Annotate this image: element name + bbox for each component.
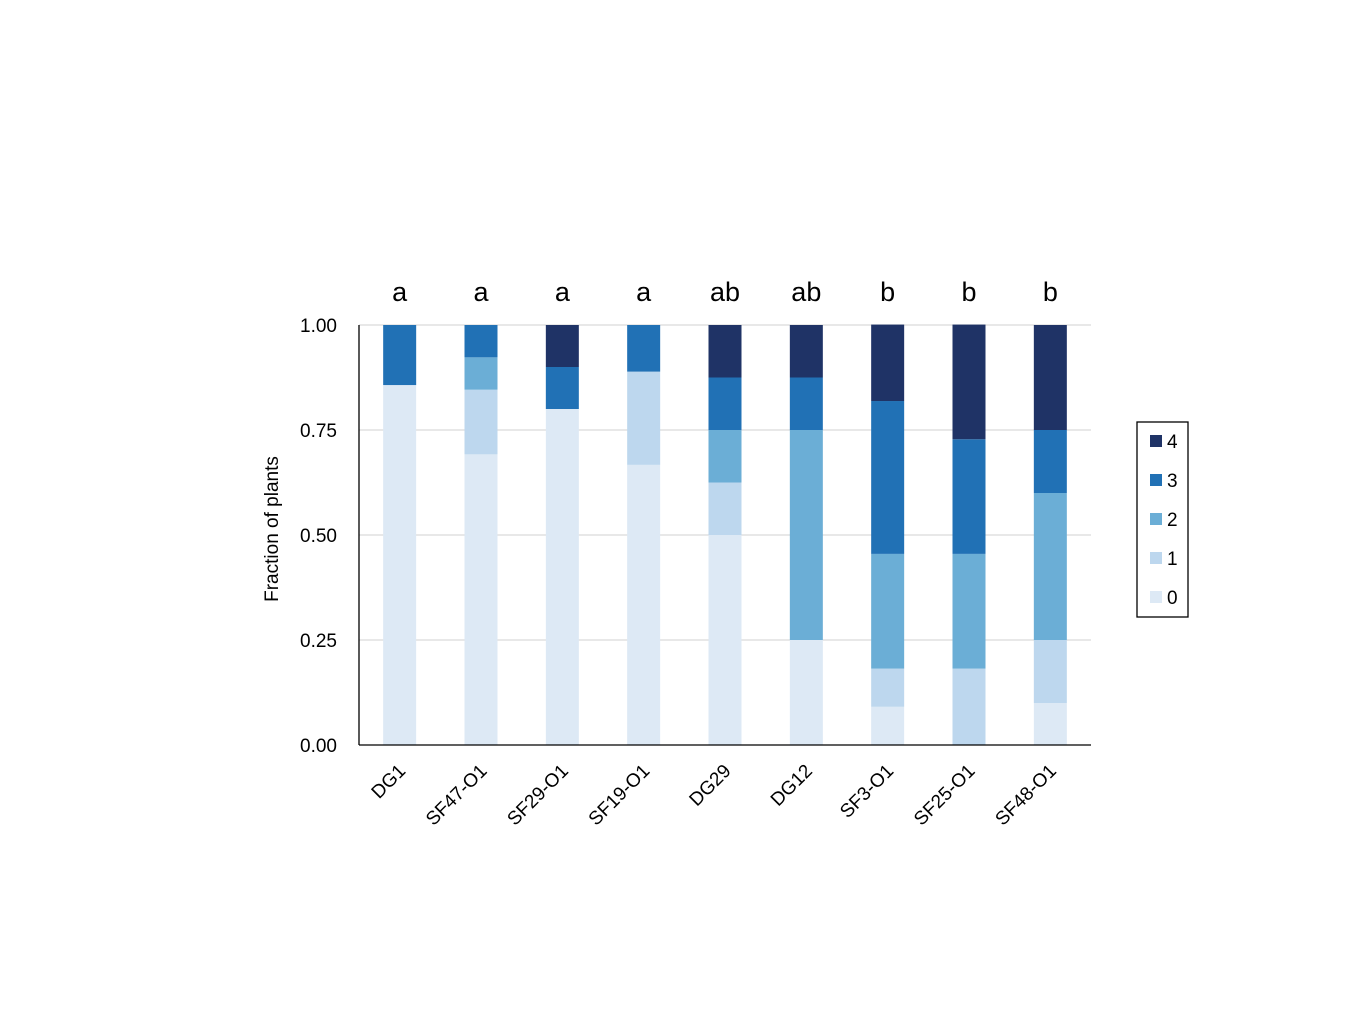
legend-label: 3 xyxy=(1167,471,1178,492)
bar-segment-4 xyxy=(1033,325,1067,430)
x-tick-label: SF25-O1 xyxy=(910,761,979,830)
bar-segment-0 xyxy=(708,535,742,745)
bar-segment-1 xyxy=(627,371,661,465)
bar-segment-1 xyxy=(871,668,905,707)
bar-segment-3 xyxy=(789,377,823,430)
bars xyxy=(383,324,1067,745)
x-tick-label: SF47-O1 xyxy=(422,761,491,830)
bar-segment-3 xyxy=(627,325,661,372)
significance-letters: a a a a ab ab b b b xyxy=(392,277,1058,307)
bar-segment-3 xyxy=(1033,430,1067,493)
bar-segment-3 xyxy=(952,439,986,554)
bar-segment-0 xyxy=(627,464,661,745)
bar-segment-2 xyxy=(952,553,986,669)
bar-segment-0 xyxy=(545,409,579,745)
significance-letter: a xyxy=(555,277,571,307)
bar-segment-3 xyxy=(708,377,742,430)
bar-segment-2 xyxy=(464,357,498,390)
bar-segment-4 xyxy=(789,325,823,378)
y-axis-label: Fraction of plants xyxy=(262,456,283,602)
bar-segment-0 xyxy=(464,454,498,745)
legend-swatch-4 xyxy=(1150,435,1162,447)
bar-segment-0 xyxy=(871,706,905,745)
legend-swatch-3 xyxy=(1150,474,1162,486)
bar-segment-1 xyxy=(1033,640,1067,703)
significance-letter: ab xyxy=(791,277,821,307)
x-tick-label: SF19-O1 xyxy=(585,761,654,830)
significance-letter: b xyxy=(961,277,976,307)
legend-label: 2 xyxy=(1167,510,1178,531)
significance-letter: b xyxy=(1043,277,1058,307)
bar-segment-0 xyxy=(789,640,823,745)
x-tick-label: DG29 xyxy=(686,761,736,811)
x-tick-label: SF3-O1 xyxy=(836,761,898,823)
bar-segment-3 xyxy=(871,401,905,554)
bar-segment-3 xyxy=(383,325,417,386)
significance-letter: ab xyxy=(710,277,740,307)
y-tick-label: 0.75 xyxy=(300,421,337,442)
legend-box xyxy=(1136,421,1189,618)
bar-segment-2 xyxy=(871,553,905,669)
bar-segment-3 xyxy=(545,367,579,409)
bar-segment-2 xyxy=(708,430,742,483)
axes xyxy=(358,325,1091,746)
bar-segment-4 xyxy=(708,325,742,378)
bar-segment-4 xyxy=(952,324,986,440)
x-tick-label: DG12 xyxy=(767,761,817,811)
significance-letter: b xyxy=(880,277,895,307)
bar-segment-0 xyxy=(1033,703,1067,745)
legend: 4 3 2 1 0 xyxy=(1136,421,1189,618)
legend-label: 1 xyxy=(1167,549,1178,570)
bar-segment-4 xyxy=(545,325,579,367)
bar-segment-0 xyxy=(383,385,417,745)
y-tick-label: 1.00 xyxy=(300,316,337,337)
x-tick-label: DG1 xyxy=(368,761,410,803)
y-tick-labels: 0.00 0.25 0.50 0.75 1.00 xyxy=(300,316,337,757)
bar-segment-3 xyxy=(464,325,498,358)
significance-letter: a xyxy=(636,277,652,307)
x-tick-label: SF29-O1 xyxy=(504,761,573,830)
y-tick-label: 0.25 xyxy=(300,631,337,652)
legend-swatch-0 xyxy=(1150,591,1162,603)
bar-segment-1 xyxy=(708,482,742,535)
bar-segment-4 xyxy=(871,324,905,402)
bar-segment-1 xyxy=(952,668,986,745)
significance-letter: a xyxy=(473,277,489,307)
bar-segment-1 xyxy=(464,389,498,455)
bar-segment-2 xyxy=(789,430,823,640)
legend-label: 0 xyxy=(1167,588,1178,609)
bar-segment-2 xyxy=(1033,493,1067,640)
significance-letter: a xyxy=(392,277,408,307)
x-tick-label: SF48-O1 xyxy=(992,761,1061,830)
y-tick-label: 0.50 xyxy=(300,526,337,547)
legend-label: 4 xyxy=(1167,432,1178,453)
x-tick-labels: DG1 SF47-O1 SF29-O1 SF19-O1 DG29 DG12 SF3-O1 SF… xyxy=(368,761,1061,830)
legend-swatch-2 xyxy=(1150,513,1162,525)
legend-swatch-1 xyxy=(1150,552,1162,564)
y-tick-label: 0.00 xyxy=(300,736,337,757)
